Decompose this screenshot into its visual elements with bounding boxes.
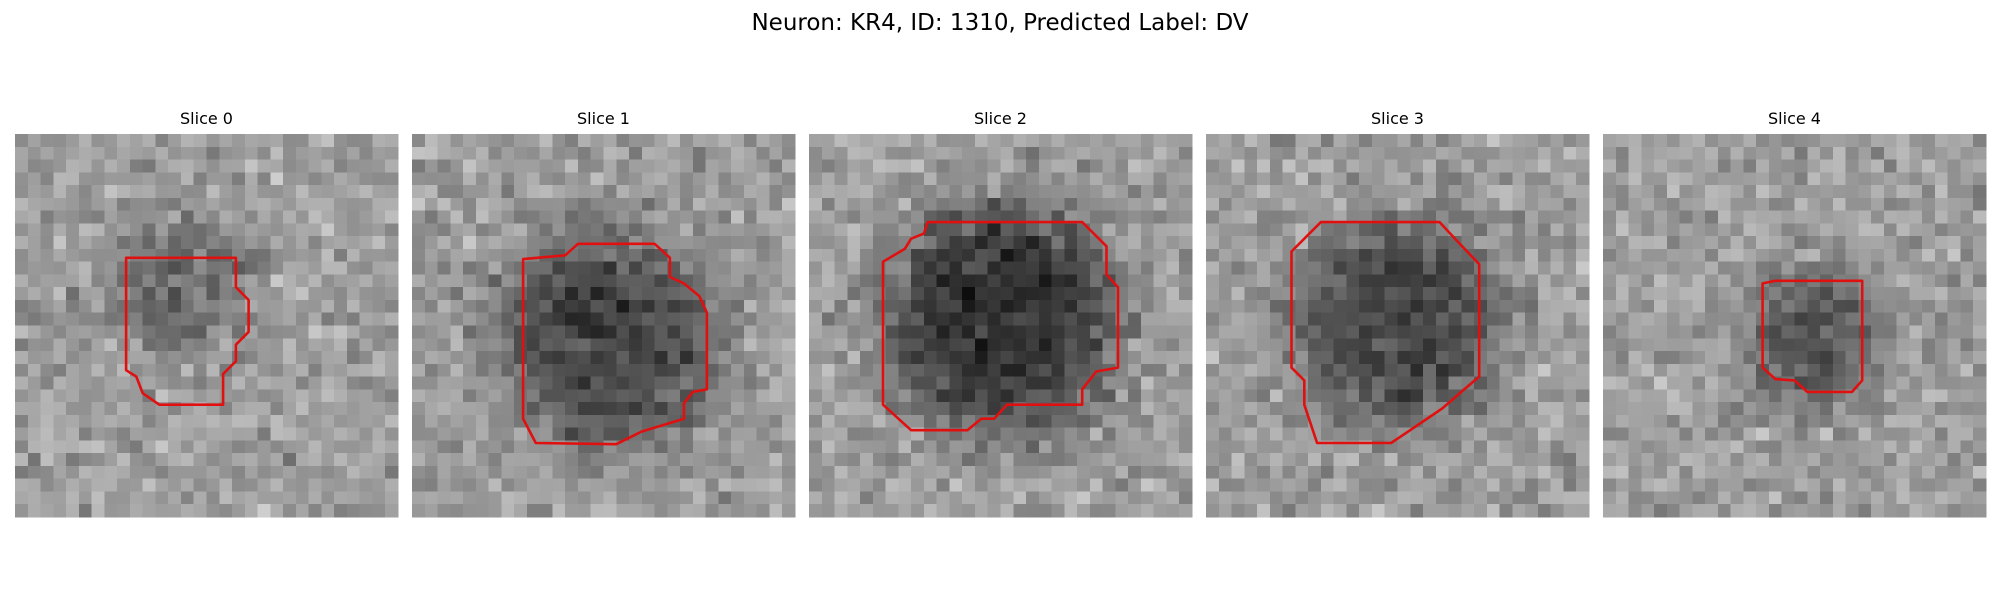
- mask-contour: [124, 256, 250, 407]
- slice-image: [412, 134, 796, 518]
- figure-title: Neuron: KR4, ID: 1310, Predicted Label: …: [751, 10, 1248, 36]
- mask-contour: [881, 220, 1120, 432]
- panel-title: Slice 3: [1371, 109, 1424, 128]
- panel-title: Slice 4: [1768, 109, 1821, 128]
- mask-contour: [521, 242, 709, 446]
- slice-image: [809, 134, 1193, 518]
- slice-image: [15, 134, 399, 518]
- mask-contour: [1290, 220, 1481, 445]
- panel-title: Slice 1: [577, 109, 630, 128]
- mask-contour: [1761, 279, 1864, 394]
- slice-image: [1206, 134, 1590, 518]
- slice-image: [1603, 134, 1987, 518]
- panel-title: Slice 0: [180, 109, 233, 128]
- panel-title: Slice 2: [974, 109, 1027, 128]
